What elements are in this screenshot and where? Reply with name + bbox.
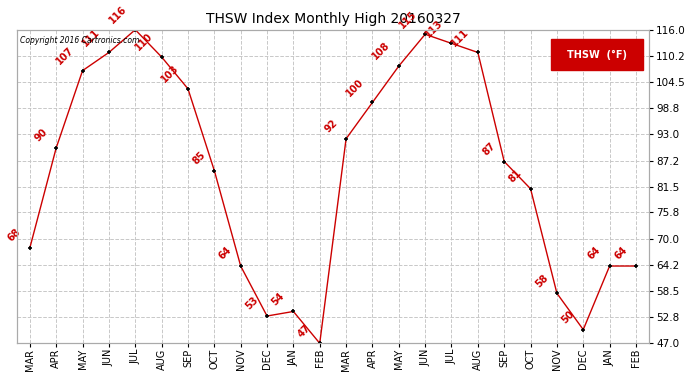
Text: 115: 115 [397, 9, 418, 30]
Point [104, 50, 115, 55]
Text: 47: 47 [296, 322, 313, 339]
Point [604, 263, 615, 269]
Title: THSW Index Monthly High 20160327: THSW Index Monthly High 20160327 [206, 12, 460, 26]
Point [130, 27, 141, 33]
Text: 108: 108 [371, 40, 392, 62]
Point [525, 186, 536, 192]
Text: 54: 54 [270, 291, 286, 307]
Point [24, 245, 35, 251]
Point [420, 31, 431, 37]
Text: 103: 103 [159, 63, 181, 85]
Text: Copyright 2016 Cartronics.com: Copyright 2016 Cartronics.com [20, 36, 139, 45]
Point [77, 68, 88, 74]
Point [393, 63, 404, 69]
Text: 50: 50 [560, 309, 576, 326]
Point [314, 340, 325, 346]
Point [367, 99, 378, 105]
Text: 87: 87 [480, 141, 497, 158]
FancyBboxPatch shape [551, 39, 643, 70]
Text: 116: 116 [107, 4, 128, 26]
Point [288, 309, 299, 315]
Point [578, 327, 589, 333]
Point [341, 136, 352, 142]
Text: 53: 53 [244, 295, 260, 312]
Text: 90: 90 [32, 127, 49, 144]
Text: 85: 85 [190, 150, 208, 166]
Point [156, 54, 167, 60]
Text: 111: 111 [449, 27, 471, 48]
Text: 100: 100 [344, 77, 366, 98]
Text: 64: 64 [613, 245, 629, 262]
Point [50, 145, 61, 151]
Point [209, 168, 220, 174]
Point [235, 263, 246, 269]
Point [182, 86, 193, 92]
Text: 64: 64 [217, 245, 234, 262]
Text: 113: 113 [423, 18, 444, 39]
Point [262, 313, 273, 319]
Point [631, 263, 642, 269]
Point [499, 159, 510, 165]
Text: 64: 64 [586, 245, 602, 262]
Text: 111: 111 [81, 27, 102, 48]
Text: 107: 107 [55, 45, 76, 66]
Point [551, 290, 562, 296]
Text: THSW  (°F): THSW (°F) [567, 50, 627, 60]
Text: 110: 110 [133, 32, 155, 53]
Text: 68: 68 [6, 227, 23, 244]
Text: 92: 92 [322, 118, 339, 135]
Text: 58: 58 [533, 272, 550, 289]
Text: 81: 81 [507, 168, 524, 184]
Point [473, 50, 484, 55]
Point [446, 40, 457, 46]
